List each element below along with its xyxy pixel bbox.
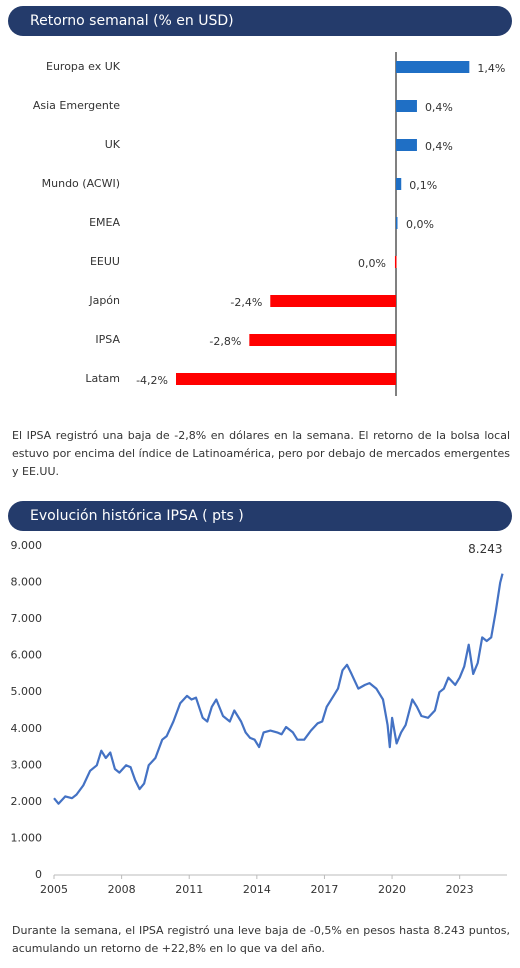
value-label: -2,8%	[209, 335, 241, 348]
bar	[396, 217, 398, 229]
category-label: IPSA	[95, 333, 120, 346]
x-tick-label: 2020	[378, 883, 406, 896]
value-label: 0,0%	[406, 218, 434, 231]
y-tick-label: 4.000	[11, 722, 43, 735]
value-label: 0,1%	[409, 179, 437, 192]
bar	[396, 61, 470, 73]
bar	[270, 295, 396, 307]
header-title: Evolución histórica IPSA ( pts )	[30, 508, 244, 524]
x-tick-label: 2014	[243, 883, 271, 896]
y-tick-label: 6.000	[11, 649, 43, 662]
category-label: Mundo (ACWI)	[42, 177, 120, 190]
paragraph: El IPSA registró una baja de -2,8% en dó…	[12, 429, 510, 478]
x-tick-label: 2008	[108, 883, 136, 896]
category-label: Europa ex UK	[46, 60, 121, 73]
y-tick-label: 7.000	[11, 612, 43, 625]
category-label: UK	[105, 138, 121, 151]
category-label: Asia Emergente	[33, 99, 120, 112]
x-tick-label: 2023	[446, 883, 474, 896]
x-tick-label: 2011	[175, 883, 203, 896]
bar	[396, 100, 417, 112]
header-title: Retorno semanal (% en USD)	[30, 13, 234, 29]
category-label: Japón	[88, 294, 120, 307]
annotation: 8.243	[468, 542, 502, 556]
bar	[396, 139, 417, 151]
bar	[176, 373, 396, 385]
header-bar	[8, 6, 512, 36]
header-bar	[8, 501, 512, 531]
paragraph: Durante la semana, el IPSA registró una …	[12, 924, 510, 955]
y-tick-label: 1.000	[11, 831, 43, 844]
y-tick-label: 8.000	[11, 576, 43, 589]
category-label: EEUU	[90, 255, 120, 268]
category-label: Latam	[85, 372, 120, 385]
y-tick-label: 2.000	[11, 795, 43, 808]
value-label: 0,4%	[425, 101, 453, 114]
value-label: -2,4%	[230, 296, 262, 309]
x-tick-label: 2005	[40, 883, 68, 896]
bar	[396, 178, 402, 190]
value-label: 1,4%	[477, 62, 505, 75]
line	[53, 573, 504, 805]
bar	[249, 334, 396, 346]
y-tick-label: 3.000	[11, 758, 43, 771]
y-tick-label: 9.000	[11, 539, 43, 552]
value-label: 0,4%	[425, 140, 453, 153]
bar	[394, 256, 397, 268]
value-label: -4,2%	[136, 374, 168, 387]
value-label: 0,0%	[358, 257, 386, 270]
y-tick-label: 0	[35, 868, 42, 881]
x-tick-label: 2017	[310, 883, 338, 896]
y-tick-label: 5.000	[11, 685, 43, 698]
category-label: EMEA	[89, 216, 120, 229]
